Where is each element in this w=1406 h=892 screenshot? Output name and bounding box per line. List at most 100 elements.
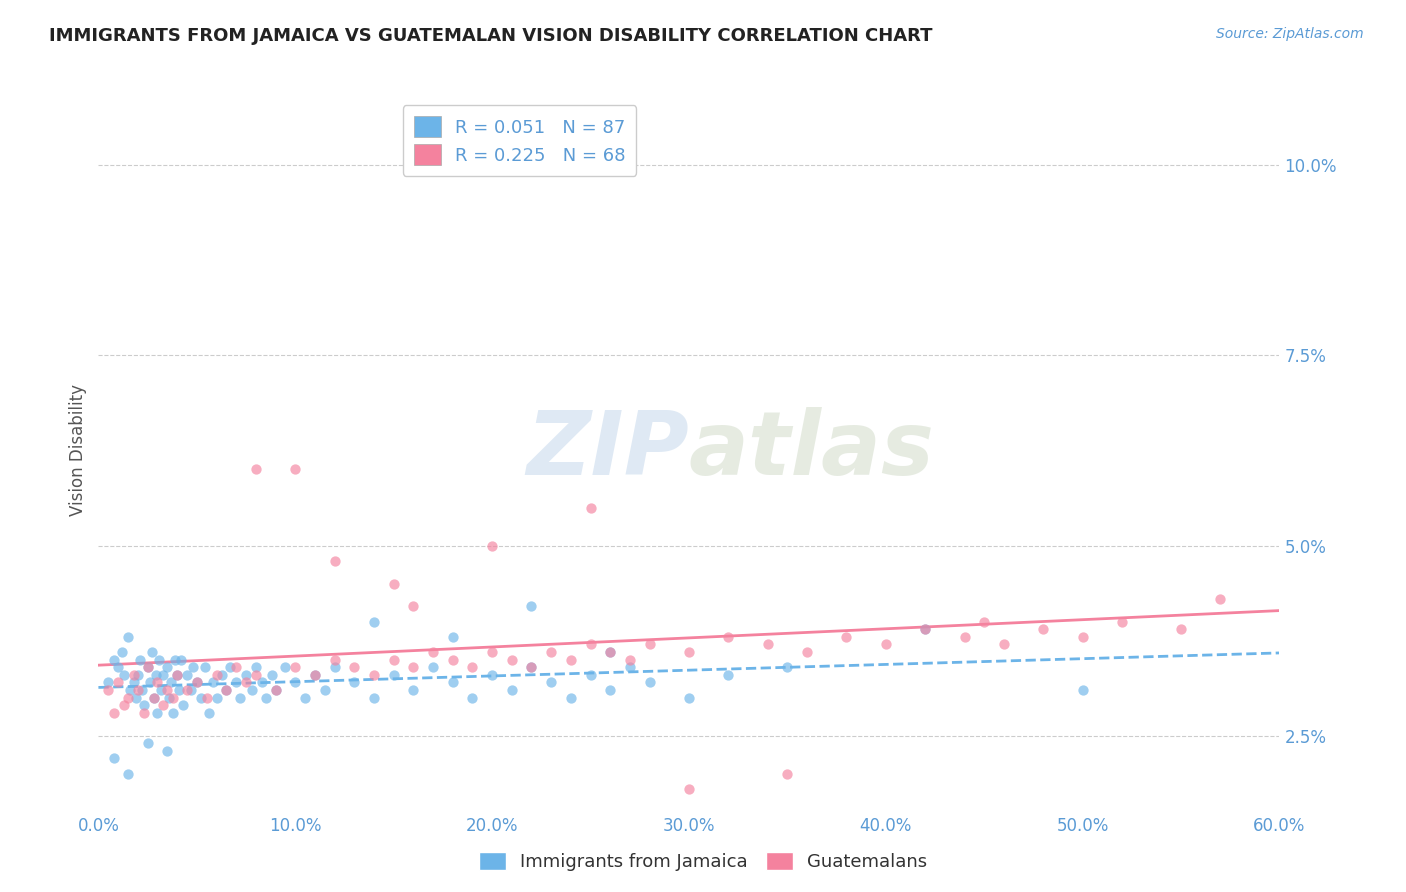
Point — [520, 660, 543, 674]
Point — [382, 668, 405, 682]
Point — [461, 660, 484, 674]
Point — [148, 652, 170, 666]
Point — [520, 599, 543, 614]
Point — [284, 660, 307, 674]
Point — [260, 668, 283, 682]
Point — [481, 158, 503, 172]
Point — [560, 690, 582, 705]
Point — [1111, 615, 1133, 629]
Point — [501, 683, 523, 698]
Point — [118, 683, 141, 698]
Point — [560, 652, 582, 666]
Point — [180, 683, 202, 698]
Point — [284, 462, 307, 476]
Point — [250, 675, 273, 690]
Point — [201, 675, 224, 690]
Point — [599, 683, 621, 698]
Point — [343, 675, 366, 690]
Point — [205, 668, 228, 682]
Point — [166, 668, 188, 682]
Point — [717, 668, 740, 682]
Point — [127, 668, 149, 682]
Point — [142, 690, 165, 705]
Point — [166, 668, 188, 682]
Point — [162, 690, 184, 705]
Point — [132, 698, 155, 713]
Point — [717, 630, 740, 644]
Point — [112, 668, 135, 682]
Point — [274, 660, 297, 674]
Point — [254, 690, 277, 705]
Point — [501, 652, 523, 666]
Point — [160, 675, 183, 690]
Point — [122, 675, 145, 690]
Point — [141, 645, 163, 659]
Point — [138, 675, 160, 690]
Point — [619, 660, 641, 674]
Point — [152, 668, 174, 682]
Point — [776, 660, 799, 674]
Y-axis label: Vision Disability: Vision Disability — [69, 384, 87, 516]
Point — [225, 660, 247, 674]
Point — [579, 500, 602, 515]
Point — [993, 637, 1015, 651]
Legend: Immigrants from Jamaica, Guatemalans: Immigrants from Jamaica, Guatemalans — [471, 845, 935, 879]
Text: IMMIGRANTS FROM JAMAICA VS GUATEMALAN VISION DISABILITY CORRELATION CHART: IMMIGRANTS FROM JAMAICA VS GUATEMALAN VI… — [49, 27, 932, 45]
Point — [520, 660, 543, 674]
Point — [363, 668, 385, 682]
Point — [540, 645, 562, 659]
Point — [156, 683, 179, 698]
Point — [481, 668, 503, 682]
Point — [914, 622, 936, 636]
Point — [112, 698, 135, 713]
Point — [441, 652, 464, 666]
Point — [540, 675, 562, 690]
Point — [481, 539, 503, 553]
Point — [323, 660, 346, 674]
Point — [461, 690, 484, 705]
Point — [131, 683, 153, 698]
Point — [107, 660, 129, 674]
Point — [172, 698, 194, 713]
Point — [103, 652, 125, 666]
Point — [181, 660, 204, 674]
Point — [1170, 622, 1192, 636]
Point — [136, 736, 159, 750]
Point — [235, 675, 257, 690]
Point — [122, 668, 145, 682]
Point — [125, 690, 148, 705]
Point — [756, 637, 779, 651]
Point — [914, 622, 936, 636]
Point — [170, 652, 193, 666]
Point — [156, 660, 179, 674]
Point — [215, 683, 238, 698]
Point — [186, 675, 208, 690]
Point — [382, 652, 405, 666]
Point — [638, 637, 661, 651]
Point — [796, 645, 818, 659]
Point — [215, 683, 238, 698]
Point — [117, 766, 139, 780]
Point — [776, 766, 799, 780]
Point — [107, 675, 129, 690]
Point — [245, 660, 267, 674]
Point — [127, 683, 149, 698]
Point — [953, 630, 976, 644]
Point — [136, 660, 159, 674]
Point — [323, 652, 346, 666]
Point — [157, 690, 180, 705]
Point — [314, 683, 336, 698]
Point — [402, 683, 425, 698]
Point — [245, 668, 267, 682]
Point — [678, 781, 700, 796]
Point — [235, 668, 257, 682]
Point — [176, 683, 198, 698]
Point — [97, 683, 120, 698]
Point — [145, 668, 167, 682]
Point — [294, 690, 316, 705]
Text: atlas: atlas — [689, 407, 935, 494]
Point — [1071, 683, 1094, 698]
Point — [117, 630, 139, 644]
Point — [195, 690, 218, 705]
Point — [382, 576, 405, 591]
